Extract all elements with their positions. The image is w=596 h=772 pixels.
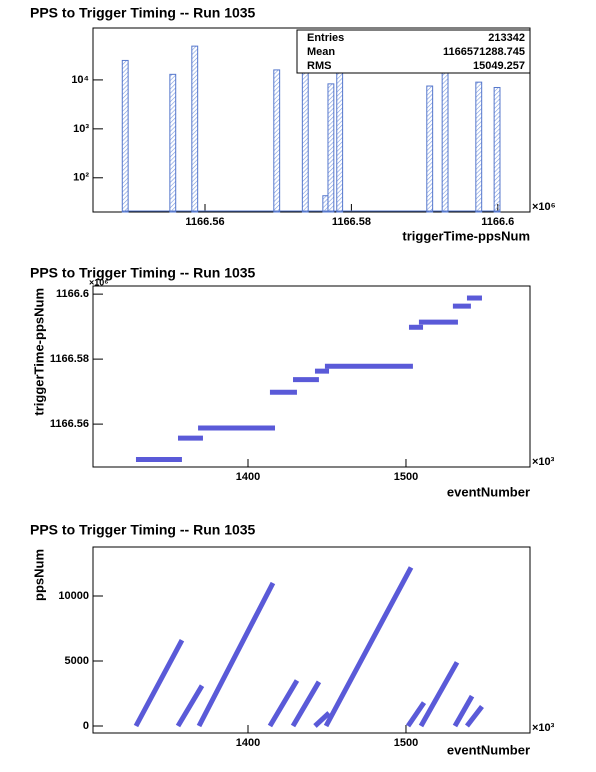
x-tick-label: 1500	[394, 471, 418, 483]
y-tick-label: 1166.56	[50, 418, 89, 430]
data-segment	[175, 684, 205, 728]
stats-value: 1166571288.745	[443, 46, 525, 58]
y-tick-label: 0	[83, 720, 89, 732]
y-axis-title: ppsNum	[31, 549, 46, 601]
x-tick-label: 1500	[394, 737, 418, 749]
data-segment	[323, 566, 414, 728]
data-segment	[196, 581, 276, 728]
stats-label: Mean	[307, 46, 335, 58]
data-segment	[290, 680, 322, 728]
data-segment	[452, 694, 475, 728]
plot-frame	[92, 285, 531, 468]
x-axis-title: eventNumber	[447, 484, 530, 499]
stats-frame	[296, 29, 531, 74]
y-tick-label: 10³	[73, 123, 89, 135]
hist-bar	[273, 69, 281, 213]
stats-label: Entries	[307, 32, 344, 44]
chart-title: PPS to Trigger Timing -- Run 1035	[30, 522, 256, 538]
y-tick-label: 5000	[65, 655, 89, 667]
x-tick-label: 1400	[236, 737, 260, 749]
plot-frame	[92, 546, 531, 734]
data-segment	[313, 711, 331, 728]
stats-box: Entries 213342 Mean 1166571288.745 RMS 15049.…	[296, 29, 531, 74]
data-segment	[133, 639, 185, 728]
data-segment	[405, 701, 427, 728]
y-tick-label: 1166.58	[50, 353, 89, 365]
y-axis-title: triggerTime-ppsNum	[31, 288, 46, 416]
data-segment	[418, 661, 460, 728]
x-multiplier: ×10³	[532, 722, 555, 734]
stats-label: RMS	[307, 60, 331, 72]
hist-bar	[327, 83, 335, 213]
y-tick-label: 10²	[73, 172, 89, 184]
x-axis-title: eventNumber	[447, 742, 530, 757]
hist-bar	[441, 61, 449, 213]
y-tick-label: 10⁴	[71, 74, 89, 86]
hist-bar	[493, 86, 501, 213]
chart-title: PPS to Trigger Timing -- Run 1035	[30, 5, 256, 21]
x-axis-title: triggerTime-ppsNum	[402, 228, 530, 243]
x-tick-label: 1166.6	[481, 216, 514, 228]
x-multiplier: ×10⁶	[532, 201, 556, 213]
hist-bar	[322, 195, 329, 213]
data-segment	[267, 679, 300, 728]
chart-title: PPS to Trigger Timing -- Run 1035	[30, 265, 256, 281]
x-multiplier: ×10³	[532, 456, 555, 468]
hist-bar	[475, 81, 483, 213]
hist-bar	[169, 73, 177, 213]
stats-value: 15049.257	[473, 60, 525, 72]
y-tick-label: 1166.6	[56, 288, 89, 300]
hist-bar	[191, 45, 199, 213]
y-multiplier: ×10⁶	[89, 277, 108, 287]
y-tick-label: 10000	[58, 590, 89, 602]
hist-bar	[121, 59, 129, 213]
x-tick-label: 1166.56	[185, 216, 224, 228]
hist-bar	[301, 70, 309, 213]
hist-bar	[426, 85, 434, 213]
x-tick-label: 1400	[236, 471, 260, 483]
plot-frame	[92, 27, 531, 213]
x-tick-label: 1166.58	[332, 216, 371, 228]
data-segment	[464, 704, 484, 728]
stats-value: 213342	[488, 32, 525, 44]
